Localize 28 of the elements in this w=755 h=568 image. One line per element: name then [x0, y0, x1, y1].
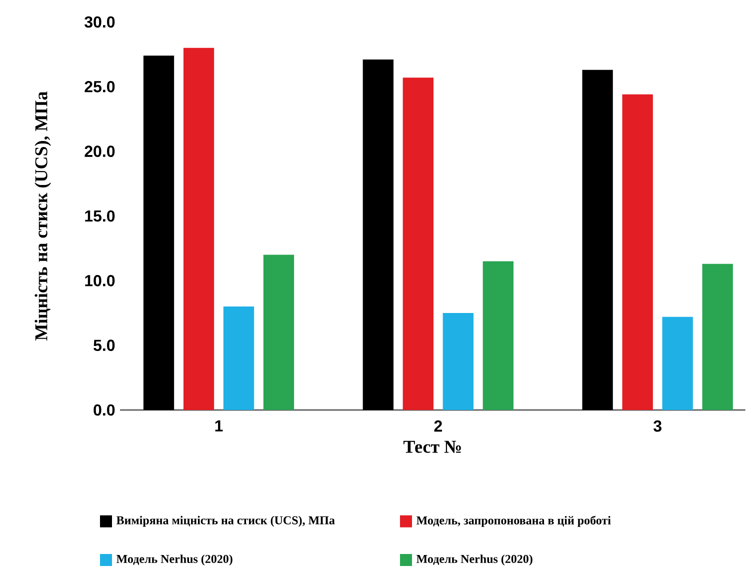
legend-label: Модель Nerhus (2020) — [116, 554, 232, 566]
bar — [482, 261, 514, 410]
bar — [442, 313, 474, 410]
bar — [622, 94, 653, 410]
y-axis-title: Міцність на стиск (UCS), МПа — [34, 92, 51, 340]
legend-label: Виміряна міцність на стиск (UCS), МПа — [116, 516, 335, 527]
bar — [183, 48, 214, 410]
y-tick-label: 5.0 — [94, 340, 115, 351]
bar — [223, 306, 254, 410]
bar — [263, 254, 294, 410]
bar — [582, 70, 613, 410]
bar — [702, 264, 733, 410]
y-tick-label: 0.0 — [94, 404, 115, 416]
y-tick-label: 25.0 — [84, 81, 115, 92]
bar — [362, 60, 394, 410]
legend-label: Модель Nerhus (2020) — [416, 554, 532, 566]
y-tick-label: 15.0 — [85, 210, 115, 222]
bar — [402, 78, 434, 410]
bar — [143, 56, 174, 410]
x-tick-label: 2 — [434, 420, 442, 432]
y-tick-label: 30.0 — [84, 16, 115, 28]
legend-label: Модель, запропонована в цій роботі — [416, 516, 611, 527]
y-tick-label: 10.0 — [85, 275, 115, 286]
x-tick-label: 3 — [654, 420, 662, 432]
x-axis-title: Тест № — [403, 440, 461, 453]
y-tick-label: 20.0 — [84, 146, 115, 157]
x-tick-label: 1 — [215, 420, 223, 432]
bar — [662, 316, 693, 410]
